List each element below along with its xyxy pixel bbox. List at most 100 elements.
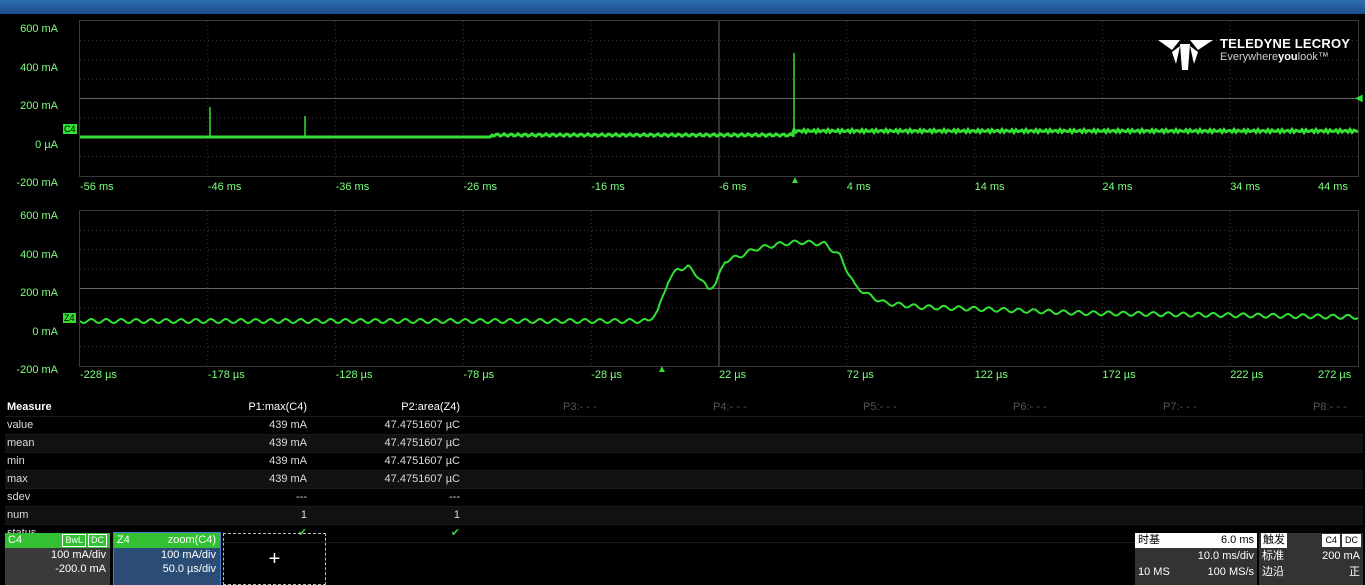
- trigger-label: 触发: [1261, 533, 1287, 548]
- p1-mean: 439 mA: [269, 437, 307, 449]
- x-tick-label: -26 ms: [463, 181, 498, 193]
- p1-min: 439 mA: [269, 455, 307, 467]
- timebase-label: 时基: [1138, 534, 1160, 546]
- z4-tdiv: 50.0 µs/div: [162, 563, 216, 575]
- measure-row-label: sdev: [7, 491, 31, 503]
- trigger-descriptor[interactable]: 触发 C4 DC 标准 200 mA 边沿 正: [1259, 533, 1363, 585]
- z4-waveform: [79, 239, 1359, 325]
- x-tick-label: -6 ms: [719, 181, 747, 193]
- p6-header[interactable]: P6:- - -: [1013, 401, 1047, 413]
- timebase-descriptor[interactable]: 时基 6.0 ms 10.0 ms/div 10 MS 100 MS/s: [1135, 533, 1257, 585]
- x-tick-label: 44 ms: [1318, 181, 1348, 193]
- trigger-slope: 正: [1349, 566, 1360, 578]
- timebase-tdiv: 10.0 ms/div: [1197, 550, 1254, 562]
- timebase-delay: 6.0 ms: [1220, 534, 1254, 546]
- trigger-delay-marker-icon: ▲: [790, 175, 800, 186]
- c4-vdiv: 100 mA/div: [50, 549, 106, 561]
- x-tick-label: 24 ms: [1102, 181, 1133, 193]
- trigger-level-marker-icon: ◀: [1355, 93, 1363, 104]
- timebase-rate: 100 MS/s: [1207, 566, 1254, 578]
- p1-sdev: ---: [296, 491, 307, 503]
- z4-label: Z4: [117, 534, 130, 546]
- c4-descriptor[interactable]: C4 BwL DC 100 mA/div -200.0 mA: [5, 533, 110, 585]
- main-trace-plot: [80, 21, 1359, 176]
- p4-header[interactable]: P4:- - -: [713, 401, 747, 413]
- c4-label: C4: [8, 534, 23, 546]
- x-tick-label: 272 µs: [1318, 369, 1352, 381]
- y-tick-label: 200 mA: [20, 287, 58, 299]
- p1-num: 1: [300, 509, 307, 521]
- x-tick-label: -16 ms: [591, 181, 625, 193]
- measure-row-label: min: [7, 455, 25, 467]
- measure-row-mean: mean 439 mA 47.4751607 µC: [5, 435, 1363, 453]
- x-tick-label: 4 ms: [846, 181, 871, 193]
- zoom-trace-plot: [79, 211, 1359, 366]
- trigger-level: 200 mA: [1322, 550, 1360, 562]
- measure-row-max: max 439 mA 47.4751607 µC: [5, 471, 1363, 489]
- x-tick-label: 14 ms: [974, 181, 1005, 193]
- measure-row-label: mean: [7, 437, 35, 449]
- y-tick-label: 600 mA: [20, 210, 58, 222]
- main-channel-tag: C4: [63, 124, 77, 134]
- p2-num: 1: [453, 509, 460, 521]
- measure-row-num: num 1 1: [5, 507, 1363, 525]
- y-tick-label: 400 mA: [20, 248, 58, 261]
- x-tick-label: -178 µs: [207, 369, 245, 381]
- p2-value: 47.4751607 µC: [384, 419, 460, 431]
- p1-header[interactable]: P1:max(C4): [248, 401, 307, 413]
- zoom-trace-grid[interactable]: [79, 210, 1359, 367]
- trigger-mode: 标准: [1262, 550, 1284, 562]
- brand-name: TELEDYNE LECROY: [1220, 36, 1351, 51]
- measure-title: Measure: [7, 401, 52, 413]
- trigger-coupling-badge: DC: [1342, 534, 1361, 547]
- add-trace-button[interactable]: +: [223, 533, 326, 585]
- z4-descriptor[interactable]: Z4 zoom(C4) 100 mA/div 50.0 µs/div: [113, 532, 221, 585]
- y-tick-label: 600 mA: [20, 23, 58, 35]
- p2-sdev: ---: [449, 491, 460, 503]
- trigger-source-badge: C4: [1322, 534, 1340, 547]
- p7-header[interactable]: P7:- - -: [1163, 401, 1197, 413]
- x-tick-label: -56 ms: [80, 181, 114, 193]
- x-tick-label: -128 µs: [335, 369, 373, 381]
- measure-table[interactable]: Measure P1:max(C4) P2:area(Z4) P3:- - - …: [5, 399, 1363, 543]
- measure-row-sdev: sdev --- ---: [5, 489, 1363, 507]
- zoom-channel-tag: Z4: [63, 313, 76, 323]
- main-trace-grid[interactable]: [79, 20, 1359, 177]
- p2-max: 47.4751607 µC: [384, 473, 460, 485]
- p2-header[interactable]: P2:area(Z4): [401, 401, 460, 413]
- p3-header[interactable]: P3:- - -: [563, 401, 597, 413]
- p2-mean: 47.4751607 µC: [384, 437, 460, 449]
- trigger-type: 边沿: [1262, 566, 1284, 578]
- x-tick-label: -46 ms: [207, 181, 242, 193]
- z4-vdiv: 100 mA/div: [160, 549, 216, 561]
- y-tick-label: 200 mA: [20, 100, 58, 112]
- measure-header-row: Measure P1:max(C4) P2:area(Z4) P3:- - - …: [5, 399, 1363, 417]
- x-tick-label: 34 ms: [1230, 181, 1261, 193]
- x-tick-label: -228 µs: [80, 369, 117, 381]
- c4-coupling-badge: DC: [88, 534, 107, 547]
- p1-value: 439 mA: [269, 419, 307, 431]
- x-tick-label: 22 µs: [719, 369, 747, 381]
- c4-waveform: [80, 126, 1359, 139]
- measure-row-label: max: [7, 473, 28, 485]
- x-tick-label: 72 µs: [846, 369, 874, 381]
- p1-max: 439 mA: [269, 473, 307, 485]
- x-tick-label: -78 µs: [463, 369, 495, 381]
- y-tick-label: 0 µA: [35, 138, 58, 151]
- z4-source: zoom(C4): [167, 534, 216, 546]
- x-tick-label: -36 ms: [335, 181, 370, 193]
- measure-row-min: min 439 mA 47.4751607 µC: [5, 453, 1363, 471]
- p5-header[interactable]: P5:- - -: [863, 401, 897, 413]
- timebase-samples: 10 MS: [1138, 566, 1170, 578]
- y-tick-label: -200 mA: [16, 364, 58, 376]
- p8-header[interactable]: P8:- - -: [1313, 401, 1347, 413]
- x-tick-label: 122 µs: [974, 369, 1008, 381]
- measure-row-label: num: [7, 509, 29, 521]
- teledyne-logo-icon: [1158, 40, 1213, 70]
- y-tick-label: -200 mA: [16, 177, 58, 189]
- measure-row-label: value: [7, 419, 34, 431]
- y-tick-label: 0 mA: [32, 325, 58, 338]
- x-tick-label: 222 µs: [1230, 369, 1264, 381]
- c4-bw-badge: BwL: [62, 534, 86, 547]
- x-tick-label: -28 µs: [591, 369, 622, 381]
